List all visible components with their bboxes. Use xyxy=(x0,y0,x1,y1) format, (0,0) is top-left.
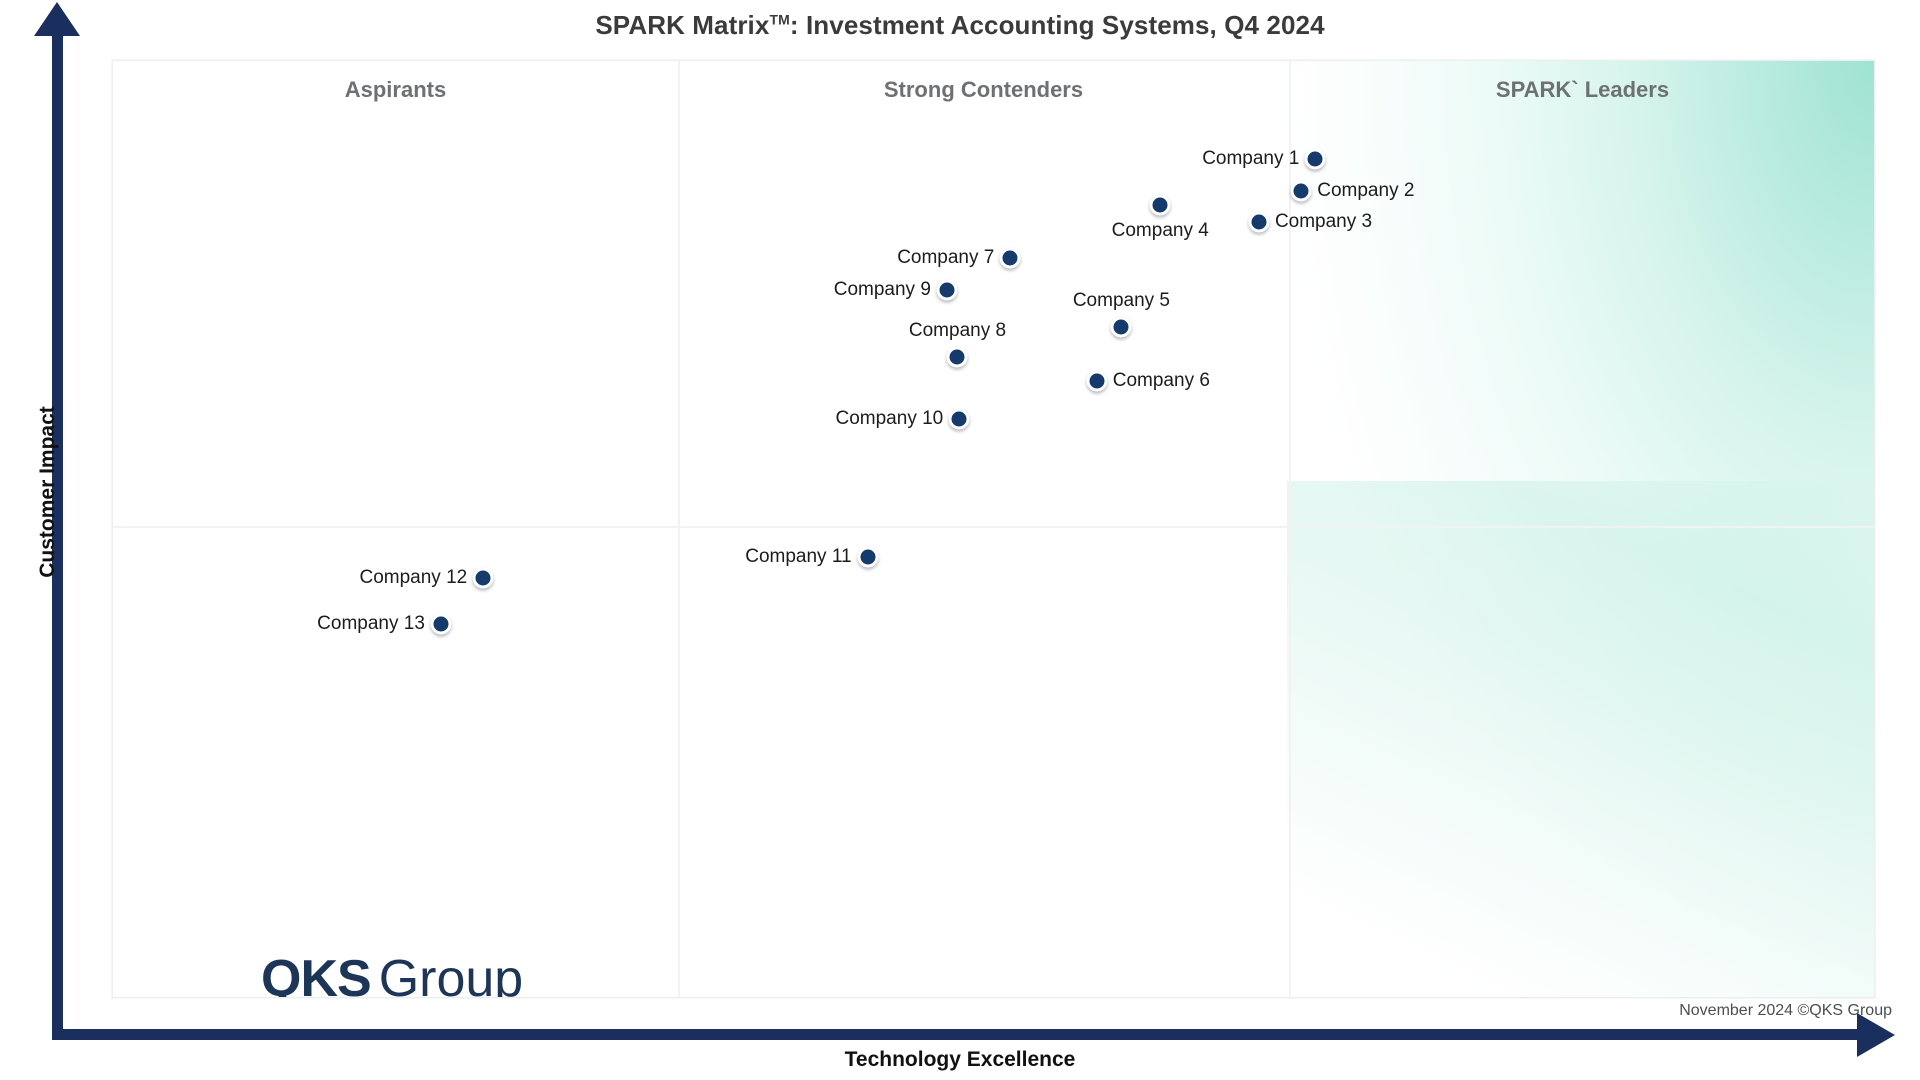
data-point-label: Company 5 xyxy=(1072,290,1171,312)
chart-title-rest: : Investment Accounting Systems, Q4 2024 xyxy=(789,10,1325,40)
data-point[interactable] xyxy=(936,279,958,301)
data-point[interactable] xyxy=(1086,370,1108,392)
copyright-notice: November 2024 ©QKS Group xyxy=(1679,1002,1892,1019)
data-point-label: Company 11 xyxy=(745,546,852,568)
quadrant-divider-vertical-2 xyxy=(1289,61,1291,997)
data-point-label: Company 4 xyxy=(1111,220,1209,242)
data-point-label: Company 13 xyxy=(317,612,425,634)
data-point[interactable] xyxy=(1290,180,1312,202)
x-axis-line xyxy=(52,1029,1862,1040)
data-point-label: Company 10 xyxy=(835,408,944,430)
data-point[interactable] xyxy=(472,567,494,589)
data-point[interactable] xyxy=(1304,148,1326,170)
quadrant-divider-vertical-1 xyxy=(678,61,680,997)
data-point[interactable] xyxy=(1149,194,1171,216)
data-point-label: Company 9 xyxy=(833,278,931,300)
x-axis-label: Technology Excellence xyxy=(844,1048,1076,1071)
chart-title-main: SPARK Matrix xyxy=(595,10,770,40)
data-point-label: Company 6 xyxy=(1112,369,1210,391)
quadrant-label-aspirants: Aspirants xyxy=(344,77,447,102)
data-point[interactable] xyxy=(999,247,1021,269)
data-point-label: Company 7 xyxy=(897,246,995,268)
data-point[interactable] xyxy=(857,546,879,568)
logo-word: Group xyxy=(378,950,524,998)
data-point[interactable] xyxy=(948,408,970,430)
chart-title: SPARK MatrixTM: Investment Accounting Sy… xyxy=(0,10,1920,41)
data-point-label: Company 3 xyxy=(1274,211,1373,233)
data-point[interactable] xyxy=(946,346,968,368)
logo-mark: QKS xyxy=(261,950,372,998)
y-axis-line xyxy=(52,30,63,1040)
plot-area: Aspirants Strong Contenders SPARK` Leade… xyxy=(112,60,1875,998)
data-point[interactable] xyxy=(1110,316,1132,338)
data-point[interactable] xyxy=(1248,211,1270,233)
quadrant-divider-horizontal xyxy=(113,526,1874,528)
data-point-label: Company 2 xyxy=(1317,180,1415,202)
data-point-label: Company 8 xyxy=(908,320,1007,342)
spark-leaders-highlight-region xyxy=(1287,61,1874,997)
y-axis-arrow-icon xyxy=(34,2,80,36)
data-point[interactable] xyxy=(430,613,452,635)
data-point-label: Company 1 xyxy=(1202,148,1300,170)
y-axis-label: Customer Impact xyxy=(36,406,59,578)
x-axis-arrow-icon xyxy=(1857,1013,1895,1057)
qks-group-logo: QKS Group xyxy=(261,949,524,998)
trademark-symbol: TM xyxy=(769,11,790,28)
spark-leaders-highlight-region-lower xyxy=(1287,481,1874,997)
data-point-label: Company 12 xyxy=(359,566,468,588)
quadrant-label-strong-contenders: Strong Contenders xyxy=(883,77,1084,102)
quadrant-label-spark-leaders: SPARK` Leaders xyxy=(1495,77,1670,102)
